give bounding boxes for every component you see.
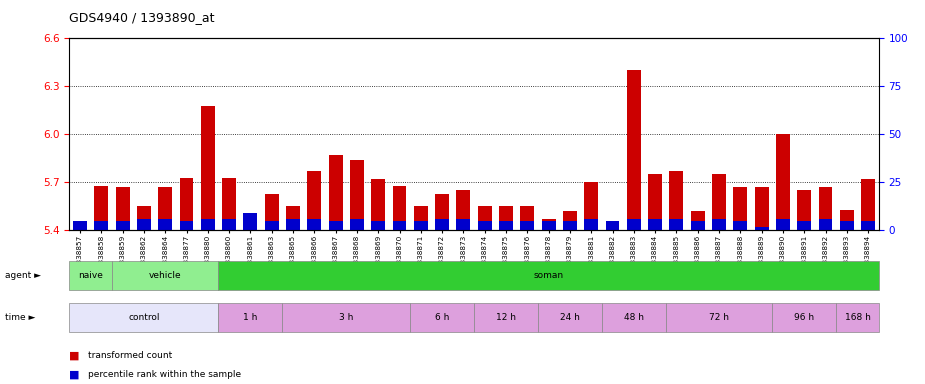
Bar [734, 221, 747, 230]
Text: 12 h: 12 h [496, 313, 516, 322]
Bar [457, 219, 470, 230]
Bar [222, 177, 236, 230]
Bar [243, 213, 257, 230]
Bar [648, 219, 662, 230]
Bar [627, 219, 641, 230]
Bar [392, 185, 406, 230]
Bar [521, 206, 535, 230]
Bar [307, 219, 321, 230]
Bar [94, 185, 108, 230]
Bar [542, 221, 556, 230]
Text: 168 h: 168 h [845, 313, 870, 322]
Bar [776, 219, 790, 230]
Bar [521, 221, 535, 230]
Bar [350, 219, 364, 230]
Text: vehicle: vehicle [149, 271, 181, 280]
Bar [861, 179, 875, 230]
Bar [328, 221, 342, 230]
Text: percentile rank within the sample: percentile rank within the sample [88, 370, 241, 379]
Bar [158, 219, 172, 230]
Text: 72 h: 72 h [709, 313, 729, 322]
Bar [371, 221, 385, 230]
Bar [627, 70, 641, 230]
Text: GDS4940 / 1393890_at: GDS4940 / 1393890_at [69, 12, 215, 25]
Bar [350, 160, 364, 230]
Bar [691, 211, 705, 230]
Text: naive: naive [79, 271, 103, 280]
Bar [542, 219, 556, 230]
Text: 6 h: 6 h [435, 313, 450, 322]
Bar [585, 182, 598, 230]
Bar [116, 187, 130, 230]
Text: 3 h: 3 h [339, 313, 353, 322]
Bar [670, 171, 684, 230]
Bar [435, 219, 449, 230]
Text: transformed count: transformed count [88, 351, 172, 360]
Bar [500, 206, 513, 230]
Bar [137, 206, 151, 230]
Bar [712, 219, 726, 230]
Text: 1 h: 1 h [243, 313, 257, 322]
Bar [73, 222, 87, 230]
Bar [371, 179, 385, 230]
Text: ■: ■ [69, 369, 80, 379]
Text: 48 h: 48 h [623, 313, 644, 322]
Bar [265, 221, 278, 230]
Bar [286, 219, 300, 230]
Bar [179, 221, 193, 230]
Text: 96 h: 96 h [795, 313, 814, 322]
Bar [606, 224, 620, 230]
Text: 24 h: 24 h [560, 313, 580, 322]
Bar [776, 134, 790, 230]
Bar [73, 221, 87, 230]
Bar [201, 219, 215, 230]
Bar [840, 221, 854, 230]
Bar [137, 219, 151, 230]
Text: time ►: time ► [5, 313, 35, 322]
Bar [179, 177, 193, 230]
Bar [478, 221, 491, 230]
Bar [457, 190, 470, 230]
Bar [797, 221, 811, 230]
Bar [307, 171, 321, 230]
Bar [755, 187, 769, 230]
Bar [435, 194, 449, 230]
Bar [158, 187, 172, 230]
Bar [328, 155, 342, 230]
Bar [563, 211, 577, 230]
Bar [478, 206, 491, 230]
Bar [648, 174, 662, 230]
Bar [265, 194, 278, 230]
Bar [861, 221, 875, 230]
Bar [670, 219, 684, 230]
Text: agent ►: agent ► [5, 271, 41, 280]
Bar [392, 221, 406, 230]
Bar [606, 221, 620, 230]
Bar [585, 219, 598, 230]
Bar [116, 221, 130, 230]
Bar [500, 221, 513, 230]
Text: ■: ■ [69, 350, 80, 360]
Bar [691, 221, 705, 230]
Bar [222, 219, 236, 230]
Bar [94, 221, 108, 230]
Text: control: control [129, 313, 160, 322]
Bar [413, 221, 427, 230]
Bar [563, 221, 577, 230]
Bar [797, 190, 811, 230]
Bar [819, 187, 832, 230]
Bar [734, 187, 747, 230]
Bar [201, 106, 215, 230]
Bar [286, 206, 300, 230]
Bar [840, 210, 854, 230]
Bar [243, 227, 257, 230]
Bar [712, 174, 726, 230]
Bar [755, 227, 769, 230]
Bar [413, 206, 427, 230]
Bar [819, 219, 832, 230]
Text: soman: soman [534, 271, 563, 280]
